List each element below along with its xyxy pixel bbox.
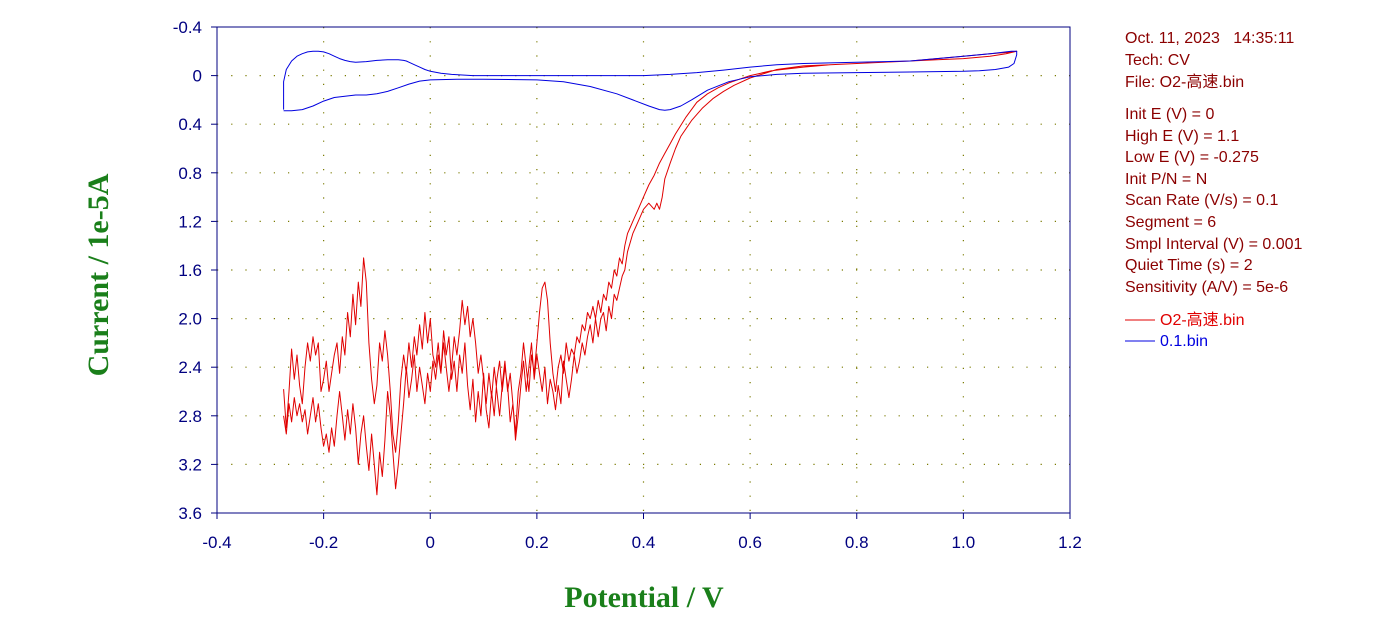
info-panel: Oct. 11, 2023 14:35:11 Tech: CV File: O2… bbox=[1125, 30, 1303, 296]
info-param-sensitivity: Sensitivity (A/V) = 5e-6 bbox=[1125, 279, 1288, 296]
y-axis-title: Current / 1e-5A bbox=[82, 173, 115, 376]
y-tick-label: 2.8 bbox=[178, 407, 202, 426]
x-tick-label: 1.2 bbox=[1058, 533, 1082, 552]
y-tick-label: 2.4 bbox=[178, 358, 202, 377]
x-axis-title: Potential / V bbox=[564, 581, 724, 614]
info-param-low-e: Low E (V) = -0.275 bbox=[1125, 149, 1259, 166]
x-tick-label: -0.4 bbox=[202, 533, 231, 552]
y-tick-label: 3.6 bbox=[178, 504, 202, 523]
axis-layer: -0.4 -0.2 0 0.2 0.4 0.6 0.8 1.0 1.2 -0.4 0 0.4 0.8 1.… bbox=[173, 18, 1082, 552]
info-param-init-pn: Init P/N = N bbox=[1125, 171, 1207, 188]
y-tick-label: 1.6 bbox=[178, 261, 202, 280]
legend-label-blue: 0.1.bin bbox=[1160, 333, 1208, 350]
y-tick-label: 0.4 bbox=[178, 115, 202, 134]
info-param-init-e: Init E (V) = 0 bbox=[1125, 106, 1214, 123]
series-layer bbox=[283, 50, 1018, 496]
x-tick-label: -0.2 bbox=[309, 533, 338, 552]
y-tick-label: 2.0 bbox=[178, 310, 202, 329]
x-tick-label: 1.0 bbox=[952, 533, 976, 552]
info-tech: Tech: CV bbox=[1125, 52, 1190, 69]
y-tick-label: -0.4 bbox=[173, 18, 202, 37]
x-tick-label: 0.2 bbox=[525, 533, 549, 552]
y-tick-label: 3.2 bbox=[178, 455, 202, 474]
x-tick-label: 0.8 bbox=[845, 533, 869, 552]
legend: O2-高速.bin 0.1.bin bbox=[1125, 311, 1244, 350]
info-param-smpl-interval: Smpl Interval (V) = 0.001 bbox=[1125, 236, 1303, 253]
info-param-high-e: High E (V) = 1.1 bbox=[1125, 128, 1239, 145]
y-tick-label: 1.2 bbox=[178, 212, 202, 231]
x-tick-label: 0.6 bbox=[738, 533, 762, 552]
info-param-quiet-time: Quiet Time (s) = 2 bbox=[1125, 257, 1253, 274]
info-timestamp: Oct. 11, 2023 14:35:11 bbox=[1125, 30, 1294, 47]
x-tick-label: 0 bbox=[426, 533, 435, 552]
series-line-blue bbox=[283, 50, 1018, 112]
y-tick-label: 0.8 bbox=[178, 164, 202, 183]
grid-layer bbox=[217, 27, 1070, 513]
info-param-scan-rate: Scan Rate (V/s) = 0.1 bbox=[1125, 192, 1279, 209]
series-line-red bbox=[283, 50, 1018, 496]
info-param-segment: Segment = 6 bbox=[1125, 214, 1216, 231]
x-tick-label: 0.4 bbox=[632, 533, 656, 552]
y-tick-label: 0 bbox=[193, 67, 202, 86]
info-file: File: O2-高速.bin bbox=[1125, 73, 1244, 91]
legend-label-red: O2-高速.bin bbox=[1160, 311, 1244, 329]
